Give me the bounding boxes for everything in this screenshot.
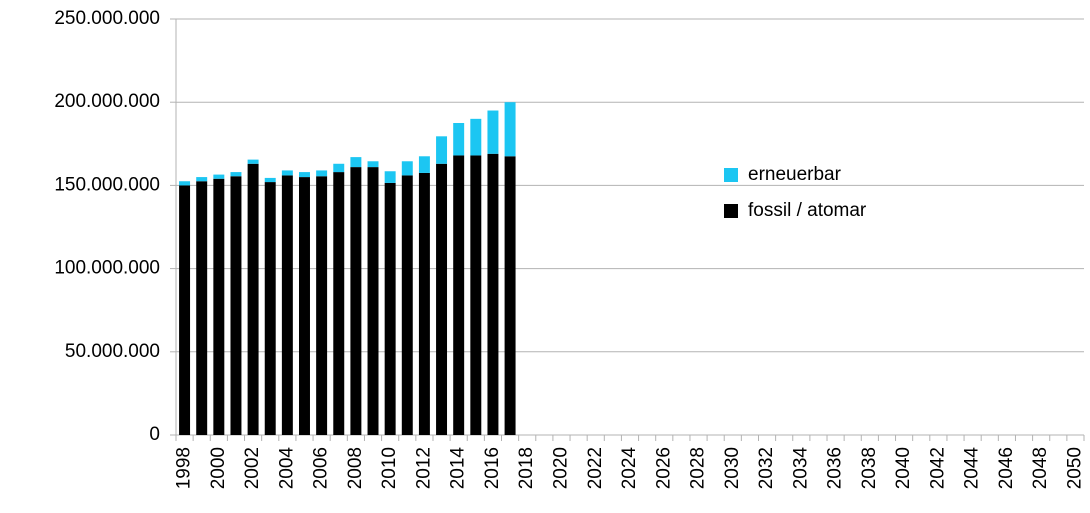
x-tick-label: 2020 (550, 447, 571, 489)
x-tick-label: 2040 (893, 447, 914, 489)
x-tick-label: 2012 (413, 447, 434, 489)
x-tick-label: 2038 (859, 447, 880, 489)
bar (179, 181, 191, 186)
legend-swatch (724, 204, 738, 218)
x-tick-label: 2028 (688, 447, 709, 489)
bar (213, 178, 225, 435)
x-tick-label: 2006 (311, 447, 332, 489)
bar (367, 161, 379, 168)
x-tick-label: 2050 (1064, 447, 1085, 489)
bar (316, 176, 328, 436)
bar (230, 172, 242, 177)
x-tick-label: 2026 (653, 447, 674, 489)
bar (436, 163, 448, 435)
x-tick-label: 2034 (790, 447, 811, 490)
bar (401, 161, 413, 176)
bar (418, 172, 430, 436)
bar (504, 102, 516, 157)
bar (179, 185, 191, 435)
bar (504, 156, 516, 435)
x-tick-label: 2014 (448, 447, 469, 490)
legend-swatch (724, 168, 738, 182)
x-tick-label: 2024 (619, 447, 640, 490)
x-tick-label: 2010 (379, 447, 400, 489)
x-tick-label: 2036 (825, 447, 846, 489)
legend-label: fossil / atomar (748, 200, 867, 221)
bar (367, 167, 379, 435)
x-tick-label: 2004 (276, 447, 297, 490)
bar (487, 153, 499, 435)
legend-label: erneuerbar (748, 164, 842, 185)
x-tick-label: 2022 (585, 447, 606, 489)
bar (487, 110, 499, 154)
bar (281, 175, 293, 435)
bar (436, 136, 448, 164)
y-tick-label: 0 (149, 424, 160, 445)
bar (281, 170, 293, 176)
x-tick-label: 2000 (208, 447, 229, 489)
bar (264, 177, 276, 183)
x-tick-label: 2002 (242, 447, 263, 489)
bar (418, 156, 430, 173)
bar (453, 123, 465, 156)
x-tick-label: 2046 (996, 447, 1017, 489)
x-tick-label: 2042 (927, 447, 948, 489)
y-tick-label: 100.000.000 (54, 258, 160, 279)
y-tick-label: 150.000.000 (54, 174, 160, 195)
x-tick-label: 2044 (962, 447, 983, 490)
x-tick-label: 2048 (1030, 447, 1051, 489)
bar (196, 181, 208, 435)
bar (247, 159, 259, 164)
bar (299, 177, 310, 435)
bar (453, 155, 465, 435)
bar (247, 163, 259, 435)
bar (299, 172, 310, 178)
y-tick-label: 50.000.000 (65, 341, 160, 362)
bar (333, 163, 345, 173)
y-tick-label: 200.000.000 (54, 91, 160, 112)
bar (230, 176, 242, 436)
x-tick-label: 2032 (756, 447, 777, 489)
x-tick-label: 2018 (516, 447, 537, 489)
bar (196, 177, 208, 182)
bar (401, 175, 413, 435)
x-tick-label: 2030 (722, 447, 743, 489)
x-tick-label: 1998 (174, 447, 195, 489)
bar (470, 155, 482, 435)
bar (384, 171, 396, 183)
bar (350, 167, 362, 435)
x-tick-label: 2016 (482, 447, 503, 489)
bar (384, 182, 396, 435)
bar (213, 174, 225, 179)
y-tick-label: 250.000.000 (54, 8, 160, 29)
x-tick-label: 2008 (345, 447, 366, 489)
bar (350, 157, 362, 168)
bar (316, 170, 328, 177)
bar (264, 182, 276, 435)
bar (470, 118, 482, 156)
bar (333, 172, 345, 435)
